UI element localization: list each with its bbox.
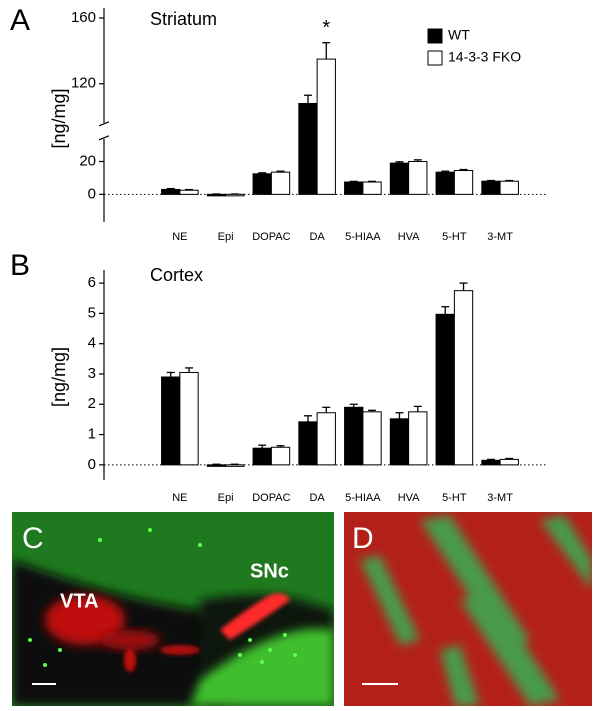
bar bbox=[408, 411, 428, 466]
y-tick-label: 6 bbox=[88, 274, 96, 291]
x-tick-label: NE bbox=[172, 492, 187, 504]
bar bbox=[499, 458, 519, 466]
bar bbox=[389, 418, 410, 466]
x-tick-label: Epi bbox=[218, 231, 234, 243]
bar bbox=[435, 313, 455, 466]
region-label: SNc bbox=[250, 560, 289, 582]
bar bbox=[252, 447, 272, 466]
bar bbox=[225, 193, 245, 197]
axis-break bbox=[98, 121, 110, 127]
x-tick-label: 5-HIAA bbox=[345, 492, 381, 504]
micrograph-d bbox=[344, 512, 592, 706]
panel-label: B bbox=[10, 249, 30, 282]
axis-break bbox=[98, 135, 110, 141]
x-tick-label: DA bbox=[309, 492, 325, 504]
bar bbox=[481, 459, 501, 466]
bar bbox=[435, 171, 455, 195]
y-tick-label: 1 bbox=[88, 426, 96, 443]
bar bbox=[206, 193, 227, 197]
region-label: VTA bbox=[60, 590, 99, 612]
y-tick-label: 3 bbox=[88, 365, 96, 382]
y-axis-label: [ng/mg] bbox=[49, 88, 69, 148]
x-tick-label: HVA bbox=[398, 492, 420, 504]
x-tick-label: 5-HIAA bbox=[345, 231, 381, 243]
chart-title: Striatum bbox=[150, 9, 217, 29]
x-tick-label: 5-HT bbox=[442, 492, 467, 504]
bar bbox=[481, 180, 501, 195]
annotation: * bbox=[322, 17, 330, 39]
panel-label: C bbox=[22, 522, 44, 555]
legend-label: 14-3-3 FKO bbox=[448, 49, 521, 65]
bar bbox=[161, 188, 181, 195]
bar bbox=[252, 173, 272, 195]
x-tick-label: NE bbox=[172, 231, 187, 243]
bar bbox=[316, 58, 336, 195]
bar bbox=[408, 160, 428, 195]
x-tick-label: 3-MT bbox=[487, 492, 513, 504]
bar bbox=[316, 412, 336, 466]
bar bbox=[344, 181, 364, 195]
legend-swatch bbox=[427, 50, 443, 66]
y-tick-label: 160 bbox=[71, 9, 96, 26]
bar bbox=[453, 290, 474, 466]
bar bbox=[499, 180, 519, 195]
bar bbox=[179, 371, 199, 466]
micrograph-c bbox=[12, 512, 334, 706]
bar bbox=[453, 170, 474, 195]
panel-label: A bbox=[10, 4, 30, 37]
x-tick-label: DOPAC bbox=[252, 231, 290, 243]
bar bbox=[161, 376, 181, 466]
bar bbox=[270, 171, 291, 195]
x-tick-label: DA bbox=[309, 231, 325, 243]
bar bbox=[179, 189, 199, 195]
y-tick-label: 0 bbox=[88, 456, 96, 473]
bar bbox=[270, 446, 291, 466]
bar bbox=[298, 421, 318, 466]
bar bbox=[344, 406, 364, 466]
y-tick-label: 120 bbox=[71, 75, 96, 92]
legend-swatch bbox=[427, 28, 443, 44]
y-tick-label: 5 bbox=[88, 304, 96, 321]
bar bbox=[225, 464, 245, 467]
y-tick-label: 0 bbox=[88, 185, 96, 202]
legend-label: WT bbox=[448, 27, 470, 43]
chart-title: Cortex bbox=[150, 265, 203, 285]
bar bbox=[389, 162, 410, 195]
y-axis-label: [ng/mg] bbox=[49, 347, 69, 407]
x-tick-label: HVA bbox=[398, 231, 420, 243]
panel-label: D bbox=[352, 522, 374, 555]
x-tick-label: Epi bbox=[218, 492, 234, 504]
y-tick-label: 20 bbox=[79, 152, 96, 169]
bar bbox=[206, 464, 227, 467]
bar bbox=[298, 102, 318, 195]
x-tick-label: DOPAC bbox=[252, 492, 290, 504]
bar bbox=[362, 181, 382, 195]
bar bbox=[362, 411, 382, 466]
x-tick-label: 3-MT bbox=[487, 231, 513, 243]
x-tick-label: 5-HT bbox=[442, 231, 467, 243]
y-tick-label: 2 bbox=[88, 395, 96, 412]
y-tick-label: 4 bbox=[88, 335, 96, 352]
